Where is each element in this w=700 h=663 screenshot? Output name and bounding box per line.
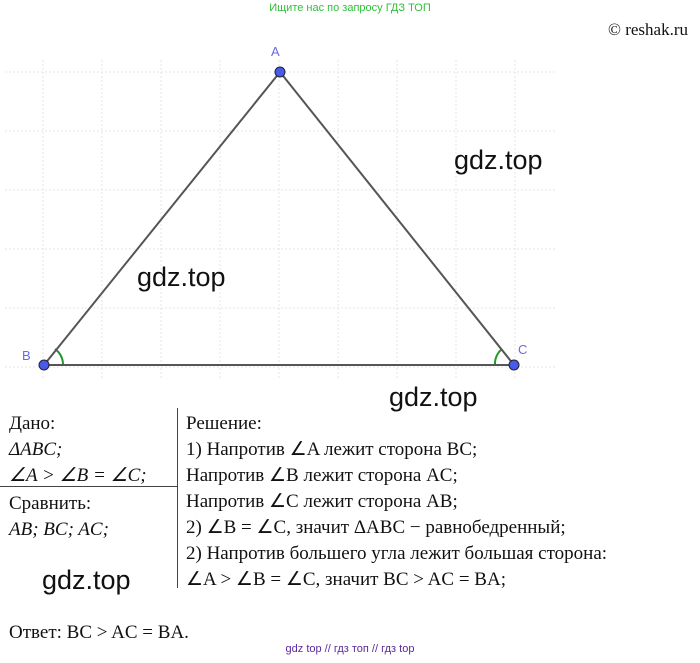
solution-line: Напротив ∠C лежит сторона AB;	[186, 491, 458, 512]
vertical-divider	[177, 408, 178, 588]
watermark: gdz.top	[389, 382, 478, 412]
answer: Ответ: BC > AC = BA.	[9, 622, 189, 643]
given-block: Дано: ΔABC; ∠A > ∠B = ∠C; Сравнить: AB; …	[9, 411, 147, 543]
solution-line: 2) Напротив большего угла лежит большая …	[186, 543, 608, 564]
horizontal-divider	[0, 486, 177, 487]
point-c[interactable]	[508, 359, 520, 371]
solution-line: 1) Напротив ∠A лежит сторона BC;	[186, 439, 478, 460]
solution-block: Решение: 1) Напротив ∠A лежит сторона BC…	[186, 411, 607, 593]
compare-line: AB; BC; AC;	[9, 519, 109, 540]
watermark: gdz.top	[42, 565, 131, 595]
side-ac	[279, 71, 515, 366]
given-line: ∠A > ∠B = ∠C;	[9, 465, 147, 486]
given-line: ΔABC;	[9, 439, 63, 460]
solution-line: Напротив ∠B лежит сторона AC;	[186, 465, 458, 486]
copyright: © reshak.ru	[608, 20, 688, 39]
search-note: Ищите нас по запросу ГДЗ ТОП	[269, 2, 431, 14]
point-a[interactable]	[274, 66, 286, 78]
watermark: gdz.top	[454, 145, 543, 175]
given-title: Дано:	[9, 413, 56, 434]
watermark: gdz.top	[137, 262, 226, 292]
compare-title: Сравнить:	[9, 493, 92, 514]
solution-line: ∠A > ∠B = ∠C, значит BC > AC = BA;	[186, 569, 506, 590]
grid	[5, 60, 555, 380]
side-ab	[43, 71, 281, 366]
label-a: A	[271, 44, 280, 59]
angle-c-arc	[493, 348, 503, 366]
triangle-figure: A B C	[5, 44, 555, 380]
label-b: B	[22, 348, 31, 363]
solution-title: Решение:	[186, 413, 262, 434]
point-b[interactable]	[38, 359, 50, 371]
label-c: C	[518, 342, 527, 357]
footer-links: gdz top // гдз топ // гдз top	[285, 643, 415, 655]
solution-line: 2) ∠B = ∠C, значит ΔABC − равнобедренный…	[186, 517, 566, 538]
